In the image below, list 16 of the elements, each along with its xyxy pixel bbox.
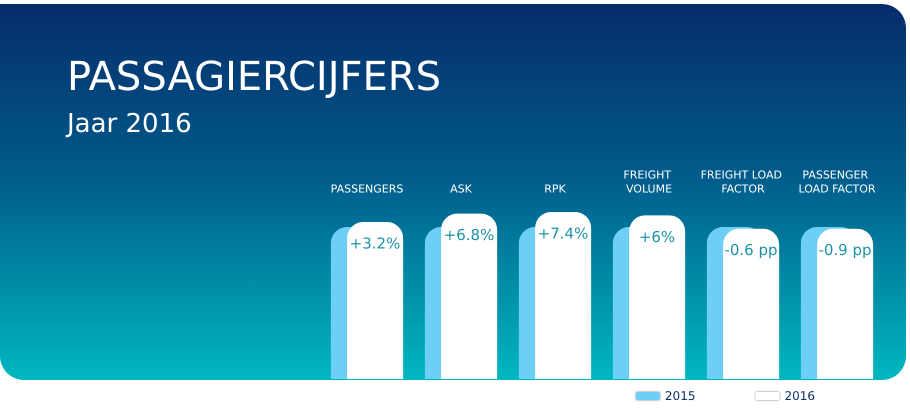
annotation: +6.8%: [444, 226, 494, 244]
annotation: -0.6 pp: [724, 241, 778, 260]
series-label: 2016: [784, 389, 816, 403]
x-tick-label: RPK: [544, 182, 567, 196]
x-tick-label: PASSENGER LOAD FACTOR: [798, 168, 876, 196]
annotation: -0.9 pp: [818, 241, 872, 260]
x-tick-label: FREIGHT LOAD FACTOR: [700, 168, 786, 196]
chart-subtitle: Jaar 2016: [65, 109, 192, 139]
x-tick-label: ASK: [450, 182, 473, 196]
annotation: +3.2%: [350, 234, 400, 253]
chart-title: PASSAGIERCIJFERS: [67, 54, 441, 100]
x-tick-label: FREIGHT VOLUME: [623, 168, 675, 196]
annotation: +7.4%: [538, 224, 588, 242]
x-tick-label: PASSENGERS: [330, 182, 404, 196]
annotation: +6%: [638, 228, 676, 246]
legend-label: 2015: [664, 389, 696, 403]
